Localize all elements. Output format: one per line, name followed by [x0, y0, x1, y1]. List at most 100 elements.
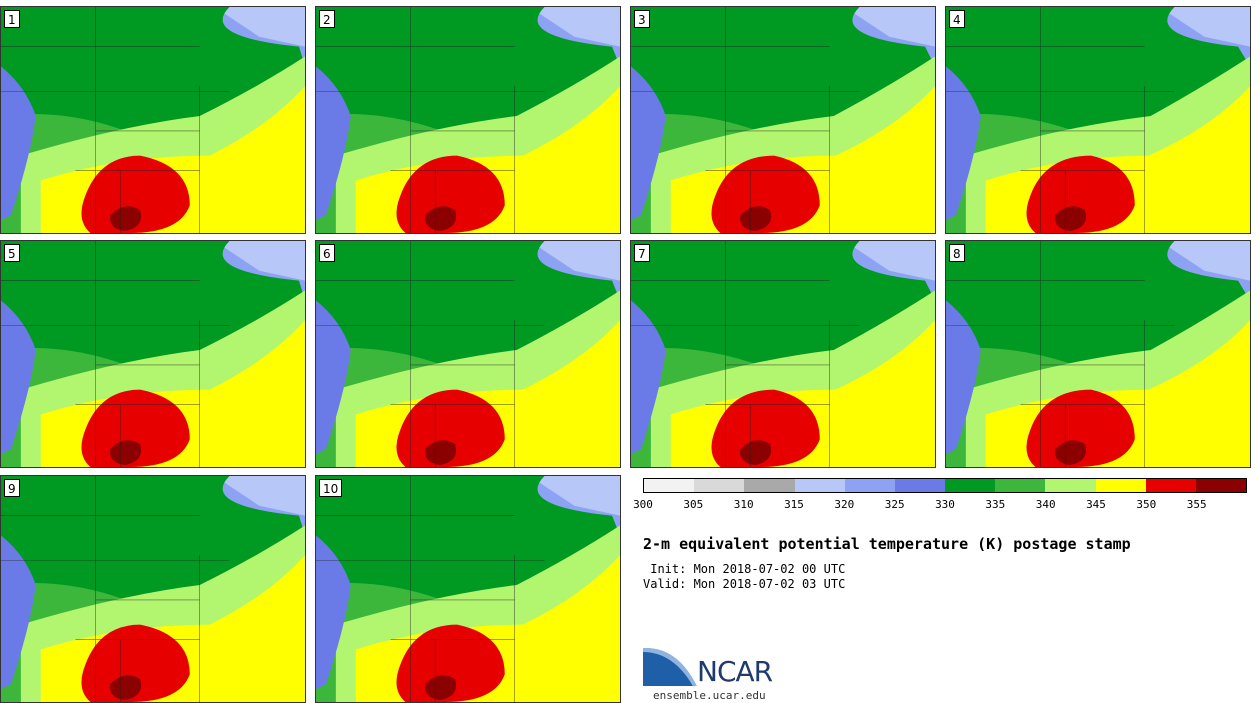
map-field: [1, 7, 305, 233]
state-borders: [1, 476, 230, 702]
hottest-region: [425, 440, 457, 466]
state-borders: [316, 7, 545, 233]
cold-region: [214, 476, 305, 516]
colorbar-swatch: [945, 479, 996, 492]
colorbar-tick-label: 325: [884, 498, 905, 511]
hot-region: [396, 389, 505, 467]
cold-region: [529, 476, 620, 516]
member-label: 10: [319, 479, 343, 497]
colorbar-swatch: [744, 479, 795, 492]
member-label: 7: [634, 244, 650, 262]
map-field: [316, 476, 620, 702]
member-label: 8: [949, 244, 965, 262]
state-borders: [1, 241, 230, 467]
colorbar-ticks: 300 305 310 315 320 325 330 335 340 345 350 355: [633, 498, 1247, 512]
member-map-8: 8: [945, 240, 1251, 468]
member-label: 5: [4, 244, 20, 262]
member-map-5: 5: [0, 240, 306, 468]
colorbar-swatch: [894, 479, 946, 492]
colorbar-tick-label: 350: [1136, 498, 1157, 511]
member-label: 3: [634, 10, 650, 28]
chart-title: 2-m equivalent potential temperature (K)…: [643, 535, 1131, 553]
colorbar-swatch: [1145, 479, 1196, 492]
member-label: 1: [4, 10, 20, 28]
west-cool-strip: [1, 535, 36, 690]
hottest-region: [425, 675, 457, 701]
state-borders: [1, 7, 230, 233]
hottest-region: [110, 440, 142, 466]
colorbar-swatch: [794, 479, 845, 492]
hot-region: [711, 389, 820, 467]
map-field: [631, 7, 935, 233]
hot-region: [81, 624, 190, 702]
colorbar-tick-label: 345: [1086, 498, 1106, 511]
logo-text: NCAR: [697, 655, 773, 688]
colorbar-swatch: [694, 479, 745, 492]
hot-region: [711, 155, 820, 233]
map-field: [316, 241, 620, 467]
west-cool-strip: [946, 300, 981, 455]
colorbar-tick-label: 315: [784, 498, 804, 511]
hot-region: [396, 624, 505, 702]
colorbar-swatch: [844, 479, 895, 492]
member-label: 4: [949, 10, 965, 28]
colorbar-tick-label: 340: [1035, 498, 1056, 511]
hottest-region: [110, 206, 142, 232]
west-cool-strip: [631, 300, 666, 455]
colorbar-tick-label: 305: [683, 498, 704, 511]
hottest-region: [1055, 440, 1087, 466]
colorbar-swatch: [995, 479, 1046, 492]
colorbar-swatch: [1045, 479, 1096, 492]
hottest-region: [425, 206, 457, 232]
west-cool-strip: [946, 66, 981, 221]
map-field: [946, 241, 1250, 467]
map-field: [1, 241, 305, 467]
west-cool-strip: [1, 66, 36, 221]
cold-region: [529, 7, 620, 47]
hot-region: [396, 155, 505, 233]
state-borders: [316, 476, 545, 702]
hot-region: [1026, 155, 1135, 233]
valid-time: Valid: Mon 2018-07-02 03 UTC: [643, 577, 846, 591]
cold-region: [1159, 241, 1250, 281]
member-map-9: 9: [0, 475, 306, 703]
state-borders: [946, 241, 1175, 467]
colorbar-tick-label: 320: [834, 498, 855, 511]
ncar-logo-icon: [643, 646, 701, 686]
state-borders: [946, 7, 1175, 233]
colorbar-tick-label: 300: [633, 498, 653, 511]
hottest-region: [1055, 206, 1087, 232]
west-cool-strip: [316, 66, 351, 221]
hottest-region: [110, 675, 142, 701]
colorbar-tick-label: 335: [985, 498, 1006, 511]
colorbar-tick-label: 355: [1186, 498, 1207, 511]
hottest-region: [740, 206, 772, 232]
map-field: [946, 7, 1250, 233]
colorbar-swatch: [644, 479, 695, 492]
colorbar-tick-label: 330: [935, 498, 955, 511]
cold-region: [1159, 7, 1250, 47]
colorbar: [643, 478, 1247, 493]
state-borders: [316, 241, 545, 467]
member-map-1: 1: [0, 6, 306, 234]
member-label: 2: [319, 10, 335, 28]
cold-region: [844, 241, 935, 281]
member-map-4: 4: [945, 6, 1251, 234]
member-map-7: 7: [630, 240, 936, 468]
cold-region: [214, 7, 305, 47]
init-time: Init: Mon 2018-07-02 00 UTC: [643, 562, 846, 576]
map-field: [631, 241, 935, 467]
map-field: [1, 476, 305, 702]
map-field: [316, 7, 620, 233]
member-label: 9: [4, 479, 20, 497]
west-cool-strip: [1, 300, 36, 455]
site-url: ensemble.ucar.edu: [653, 689, 766, 702]
time-info: Init: Mon 2018-07-02 00 UTC Valid: Mon 2…: [643, 562, 845, 592]
colorbar-swatch: [1195, 479, 1247, 492]
west-cool-strip: [316, 300, 351, 455]
cold-region: [844, 7, 935, 47]
hottest-region: [740, 440, 772, 466]
cold-region: [214, 241, 305, 281]
hot-region: [81, 389, 190, 467]
member-label: 6: [319, 244, 335, 262]
